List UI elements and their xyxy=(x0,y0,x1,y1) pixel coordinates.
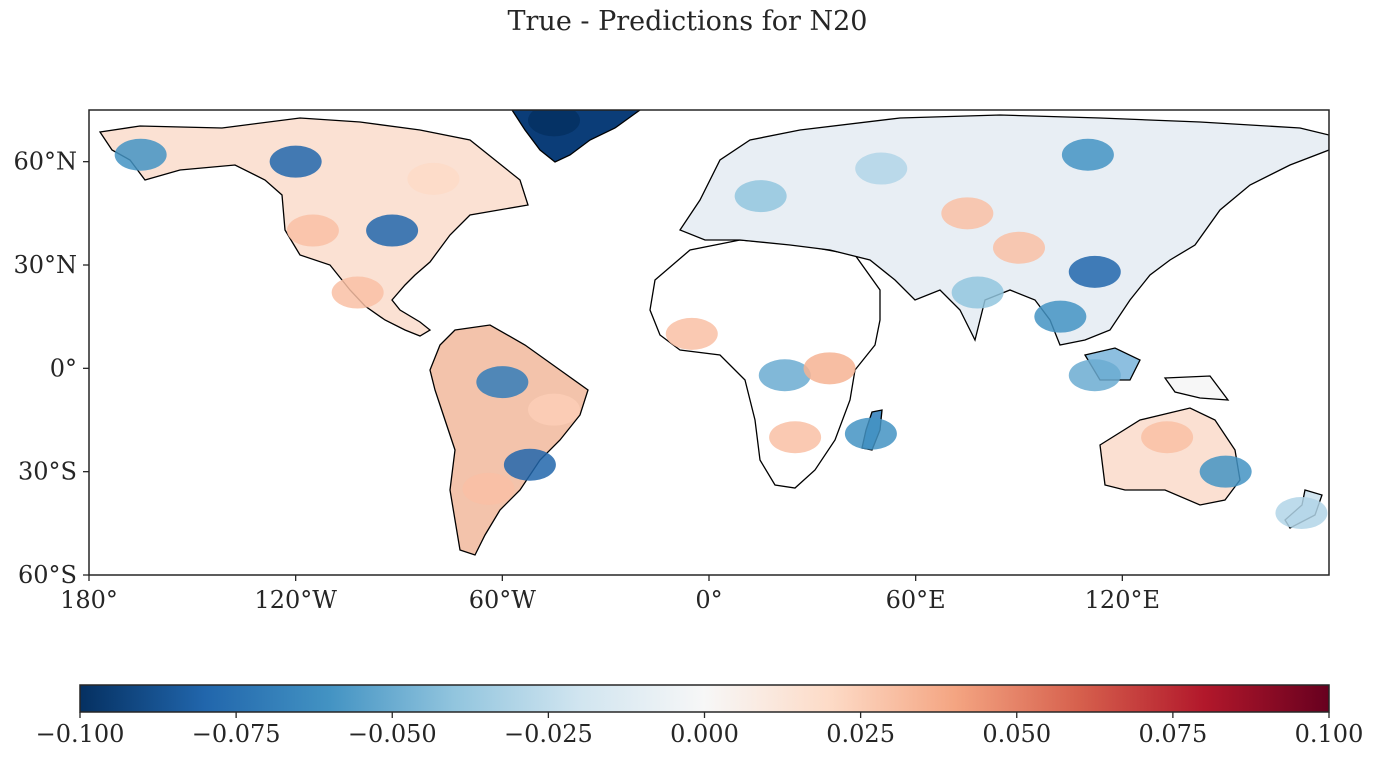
lat-tick-label: 60°N xyxy=(13,148,77,176)
colorbar-tick-label: 0.000 xyxy=(670,720,739,748)
colorbar-tick-label: 0.075 xyxy=(1139,720,1208,748)
region-china-east xyxy=(1068,255,1121,288)
region-usa-midwest xyxy=(366,214,419,247)
region-canada-east xyxy=(407,162,460,195)
region-southern-brazil xyxy=(503,448,556,481)
region-canada-central xyxy=(269,145,322,178)
region-southern-africa xyxy=(769,421,822,454)
new-guinea-land xyxy=(1163,375,1230,401)
region-congo xyxy=(758,359,811,392)
colorbar-tick-label: −0.025 xyxy=(504,720,593,748)
region-greenland xyxy=(528,110,580,137)
map-area xyxy=(88,109,1330,576)
colorbar-tick-label: 0.100 xyxy=(1295,720,1364,748)
region-central-asia xyxy=(941,197,994,230)
region-indonesia xyxy=(1068,359,1121,392)
region-australia-east xyxy=(1199,455,1252,488)
region-india xyxy=(951,276,1004,309)
region-amazon xyxy=(476,366,529,399)
region-argentina xyxy=(462,472,515,505)
colorbar-tick-label: 0.050 xyxy=(982,720,1051,748)
lat-tick-label: 30°S xyxy=(18,458,77,486)
region-brazil-east xyxy=(528,393,580,426)
region-siberia xyxy=(1061,138,1114,171)
colorbar: −0.100 −0.075 −0.050 −0.025 0.000 0.025 0.050 0… xyxy=(36,684,1364,748)
region-new-zealand xyxy=(1275,497,1328,529)
colorbar-tick-label: −0.100 xyxy=(36,720,125,748)
region-west-africa xyxy=(665,317,718,350)
lat-tick-label: 0° xyxy=(50,354,77,382)
lon-tick-label: 180° xyxy=(60,586,118,614)
region-southeast-asia xyxy=(1034,300,1087,333)
land-masses xyxy=(98,110,1329,556)
lat-tick-label: 30°N xyxy=(13,251,77,279)
colorbar-tick-label: −0.050 xyxy=(348,720,437,748)
region-alaska-canada-north xyxy=(114,138,167,171)
lon-tick-label: 120°E xyxy=(1085,586,1160,614)
lon-tick-label: 0° xyxy=(695,586,722,614)
latitude-ticks: 60°N 30°N 0° 30°S 60°S xyxy=(13,148,89,589)
figure-title: True - Predictions for N20 xyxy=(507,6,868,37)
lon-tick-label: 60°E xyxy=(886,586,946,614)
lon-tick-label: 120°W xyxy=(254,586,337,614)
region-mexico xyxy=(331,276,384,309)
region-australia-north xyxy=(1141,421,1194,454)
longitude-ticks: 180° 120°W 60°W 0° 60°E 120°E xyxy=(60,575,1160,614)
region-china-west xyxy=(993,231,1045,264)
colorbar-tick-label: −0.075 xyxy=(192,720,281,748)
colorbar-tick-label: 0.025 xyxy=(826,720,895,748)
lon-tick-label: 60°W xyxy=(469,586,537,614)
colorbar-ticks: −0.100 −0.075 −0.050 −0.025 0.000 0.025 0.050 0… xyxy=(36,712,1364,748)
colorbar-gradient xyxy=(79,684,1330,713)
lat-tick-label: 60°S xyxy=(18,561,77,589)
region-east-africa xyxy=(803,352,856,385)
region-russia-west xyxy=(855,152,908,185)
region-madagascar xyxy=(844,417,897,450)
eurasia-land xyxy=(679,114,1329,346)
region-values xyxy=(114,110,1328,529)
region-usa-west xyxy=(286,214,339,247)
region-europe xyxy=(734,180,787,213)
